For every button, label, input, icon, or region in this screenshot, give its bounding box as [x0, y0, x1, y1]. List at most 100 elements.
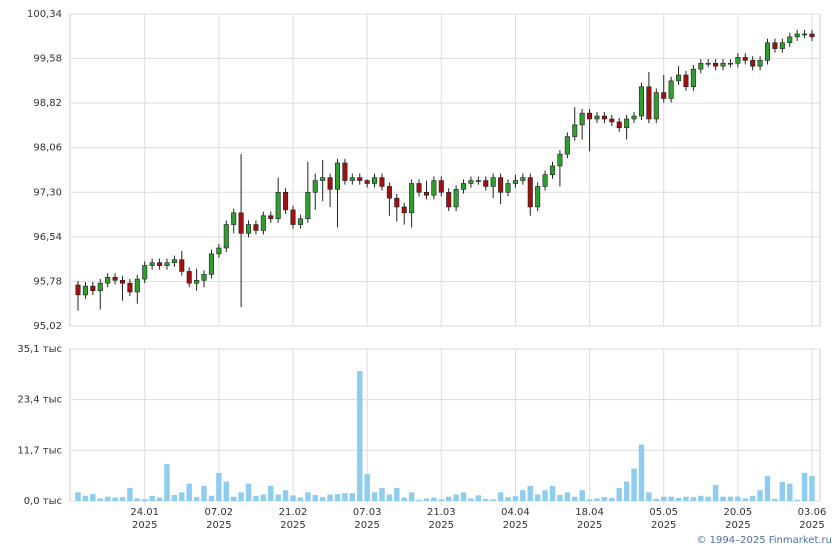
- volume-bar: [742, 498, 748, 501]
- x-tick-label: 21.02 2025: [278, 507, 308, 531]
- candle-body: [468, 180, 474, 184]
- candle-body: [809, 33, 815, 38]
- candle-body: [609, 118, 615, 123]
- candle-body: [802, 33, 808, 36]
- volume-bar: [312, 494, 318, 501]
- candle-body: [446, 191, 452, 208]
- x-tick-label: 05.05 2025: [649, 507, 679, 531]
- candle-body: [483, 180, 489, 187]
- candle-body: [520, 177, 526, 181]
- candle-body: [564, 136, 570, 155]
- x-tick-label: 20.05 2025: [723, 507, 753, 531]
- x-tick-label: 21.03 2025: [426, 507, 456, 531]
- volume-bar: [690, 497, 697, 501]
- volume-bar: [349, 493, 356, 501]
- volume-bar: [290, 495, 296, 501]
- x-tick-label: 24.01 2025: [130, 507, 160, 531]
- y-tick-label: 96,54: [33, 232, 62, 243]
- volume-bar: [735, 496, 741, 501]
- volume-bar: [245, 483, 252, 501]
- candle-body: [119, 279, 126, 284]
- y-tick-label: 98,06: [33, 143, 62, 154]
- candle-body: [409, 183, 415, 214]
- volume-bar: [557, 494, 563, 501]
- candle-body: [334, 162, 341, 190]
- candle-body: [290, 209, 296, 225]
- x-tick-label: 04.04 2025: [501, 507, 530, 531]
- candle-body: [638, 86, 644, 117]
- volume-bar: [653, 498, 660, 501]
- volume-bar: [675, 497, 682, 501]
- volume-bar: [97, 498, 103, 501]
- candle-body: [557, 153, 563, 167]
- candle-body: [327, 177, 333, 190]
- candle-body: [735, 57, 741, 64]
- candle-body: [342, 162, 348, 181]
- candle-body: [542, 174, 548, 187]
- volume-bar: [801, 472, 808, 501]
- x-tick-label: 18.04 2025: [575, 507, 604, 531]
- volume-bar: [712, 484, 719, 501]
- candle-body: [727, 62, 733, 65]
- candle-body: [512, 180, 518, 184]
- candle-body: [713, 62, 719, 67]
- candle-body: [164, 262, 170, 266]
- candle-body: [587, 112, 593, 120]
- candle-body: [423, 191, 429, 196]
- y-tick-label: 97,30: [33, 187, 62, 198]
- volume-bar: [549, 485, 556, 501]
- volume-bar: [171, 494, 178, 501]
- y-tick-label: 95,02: [33, 321, 62, 332]
- volume-bar: [193, 497, 200, 501]
- candle-body: [208, 253, 214, 275]
- candle-body: [253, 224, 259, 231]
- volume-bar: [779, 481, 786, 501]
- candle-body: [676, 74, 682, 82]
- candle-body: [320, 177, 326, 181]
- candle-body: [549, 165, 556, 175]
- candle-body: [461, 183, 467, 190]
- candle-body: [312, 180, 318, 193]
- candle-body: [653, 92, 659, 120]
- candle-body: [505, 183, 511, 193]
- candle-body: [134, 278, 140, 293]
- volume-bar: [104, 496, 111, 501]
- candle-body: [787, 36, 793, 44]
- x-tick-label: 03.06 2025: [797, 507, 827, 531]
- volume-bar: [727, 496, 734, 501]
- candle-body: [112, 277, 118, 281]
- volume-bar: [134, 498, 141, 501]
- volume-bar: [253, 495, 259, 501]
- volume-bar: [483, 498, 489, 501]
- candle-body: [772, 42, 778, 49]
- candle-body: [386, 186, 392, 199]
- candle-body: [149, 262, 155, 266]
- volume-bar: [453, 494, 459, 501]
- candle-body: [631, 115, 637, 120]
- candle-body: [757, 60, 763, 67]
- volume-bar: [698, 495, 704, 501]
- candle-body: [601, 115, 607, 120]
- volume-bar: [668, 496, 674, 501]
- candle-body: [661, 92, 667, 99]
- candle-body: [394, 197, 400, 208]
- volume-bar: [319, 497, 326, 501]
- volume-bar: [660, 496, 667, 501]
- candle-body: [260, 215, 266, 231]
- candle-body: [238, 212, 244, 234]
- volume-bar: [268, 485, 274, 501]
- candle-body: [579, 112, 585, 126]
- candle-body: [527, 177, 533, 208]
- volume-bar: [305, 492, 311, 501]
- candle-body: [779, 42, 785, 49]
- volume-bar: [327, 494, 333, 501]
- y-tick-label: 98,82: [33, 98, 62, 109]
- y-tick-label: 99,58: [33, 54, 62, 65]
- volume-bar: [142, 499, 148, 501]
- candle-body: [438, 180, 444, 193]
- volume-bar: [90, 494, 96, 501]
- candle-body: [223, 224, 229, 249]
- candle-body: [179, 259, 185, 272]
- candle-body: [364, 180, 370, 184]
- candle-body: [357, 177, 363, 181]
